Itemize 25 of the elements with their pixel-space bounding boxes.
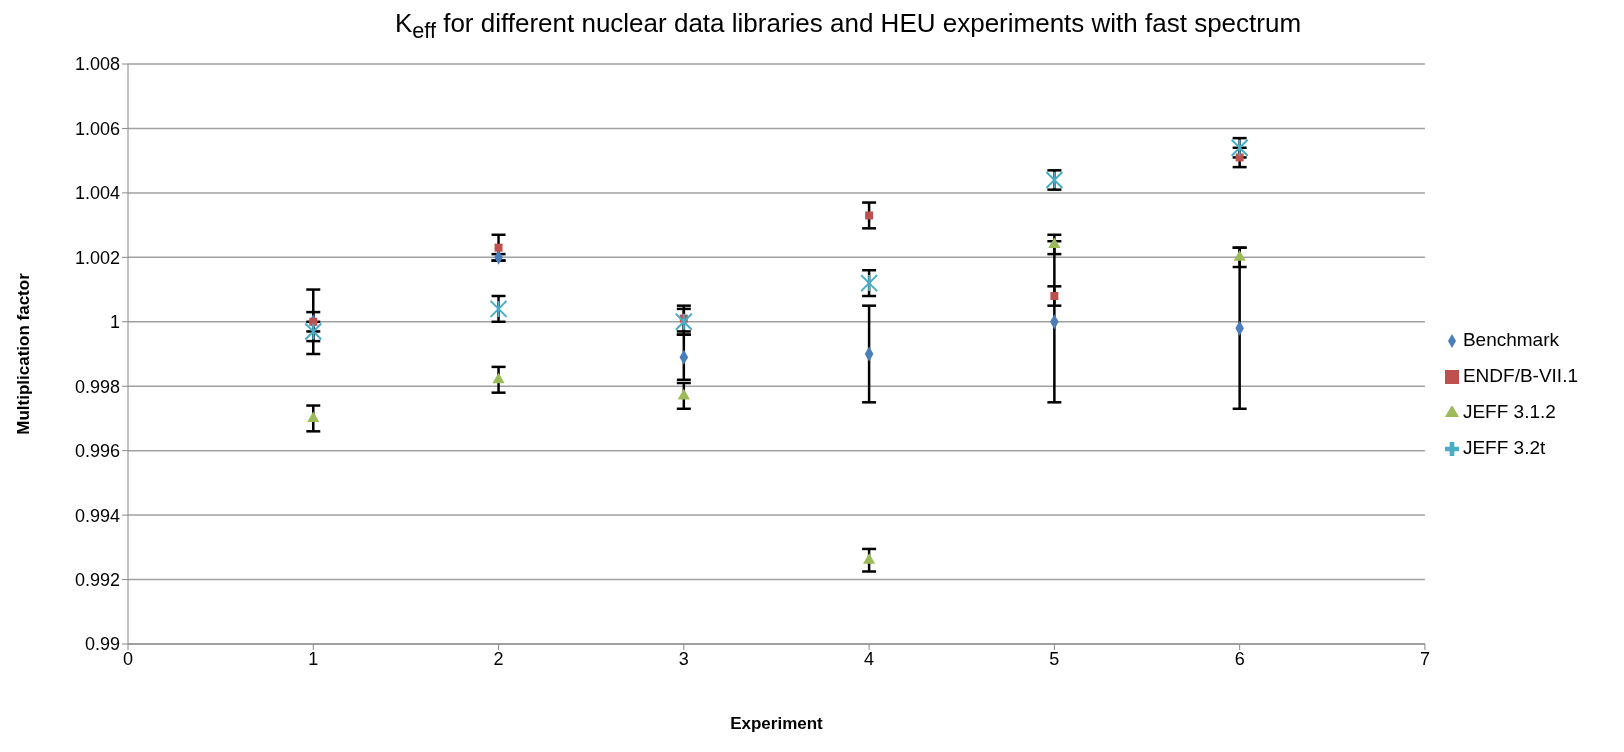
y-tick-label: 0.996 [74, 441, 120, 462]
x-tick-label: 2 [493, 648, 504, 669]
y-tick-label: 1 [109, 312, 120, 333]
x-tick-label: 0 [122, 648, 134, 669]
legend-label: Benchmark [1462, 329, 1560, 351]
x-tick-label: 6 [1234, 648, 1245, 669]
y-tick-label: 1.004 [74, 183, 120, 204]
y-tick-label: 0.99 [84, 634, 120, 655]
y-tick-label: 1.008 [74, 54, 120, 75]
y-axis-title: Multiplication factor [14, 273, 34, 435]
legend-label: ENDF/B-VII.1 [1462, 365, 1578, 387]
x-axis-title: Experiment [730, 714, 824, 734]
x-tick-label: 5 [1049, 648, 1060, 669]
x-tick-label: 1 [308, 648, 319, 669]
x-tick-label: 4 [864, 648, 875, 669]
y-tick-label: 0.994 [74, 505, 120, 526]
y-tick-label: 1.002 [74, 247, 120, 268]
chart-title: K$_{eff}$ for different nuclear data libraries and HEU experiments with fast spectrum [393, 8, 1303, 45]
x-tick-label: 7 [1419, 648, 1430, 669]
legend-label: JEFF 3.1.2 [1462, 401, 1556, 423]
x-tick-label: 3 [678, 648, 689, 669]
legend-label: JEFF 3.2t [1462, 437, 1546, 459]
y-tick-label: 0.998 [74, 376, 120, 397]
y-tick-label: 1.006 [74, 119, 120, 140]
y-tick-label: 0.992 [74, 570, 120, 591]
